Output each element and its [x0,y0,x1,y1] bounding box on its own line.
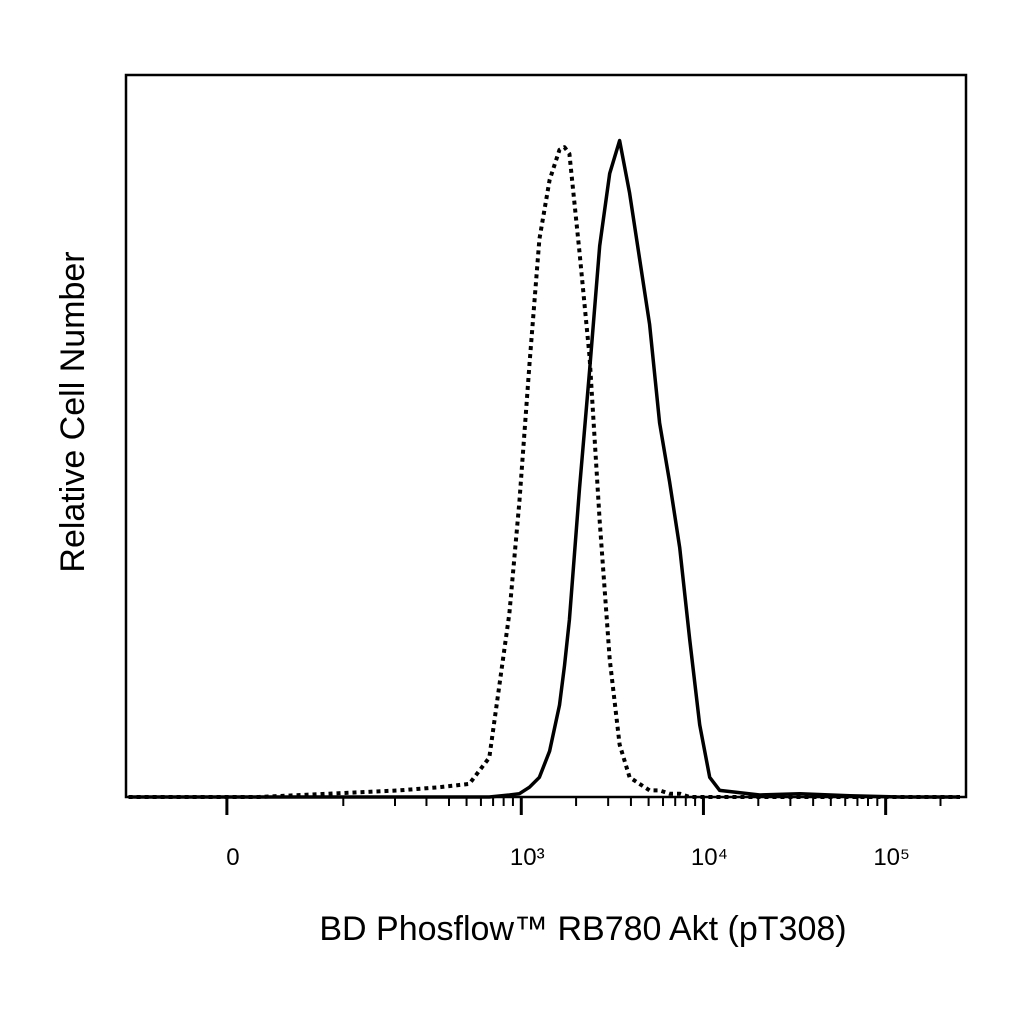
x-tick-label: 10⁴ [691,844,728,871]
histogram-line [128,145,960,799]
x-axis-label: BD Phosflow™ RB780 Akt (pT308) [319,910,846,948]
y-axis-label: Relative Cell Number [54,251,92,572]
plot-frame [124,73,968,799]
histogram-line [128,138,960,799]
x-tick-label: 10³ [510,844,545,871]
x-tick-label: 10⁵ [873,844,910,871]
x-tick-label: 0 [226,844,239,871]
